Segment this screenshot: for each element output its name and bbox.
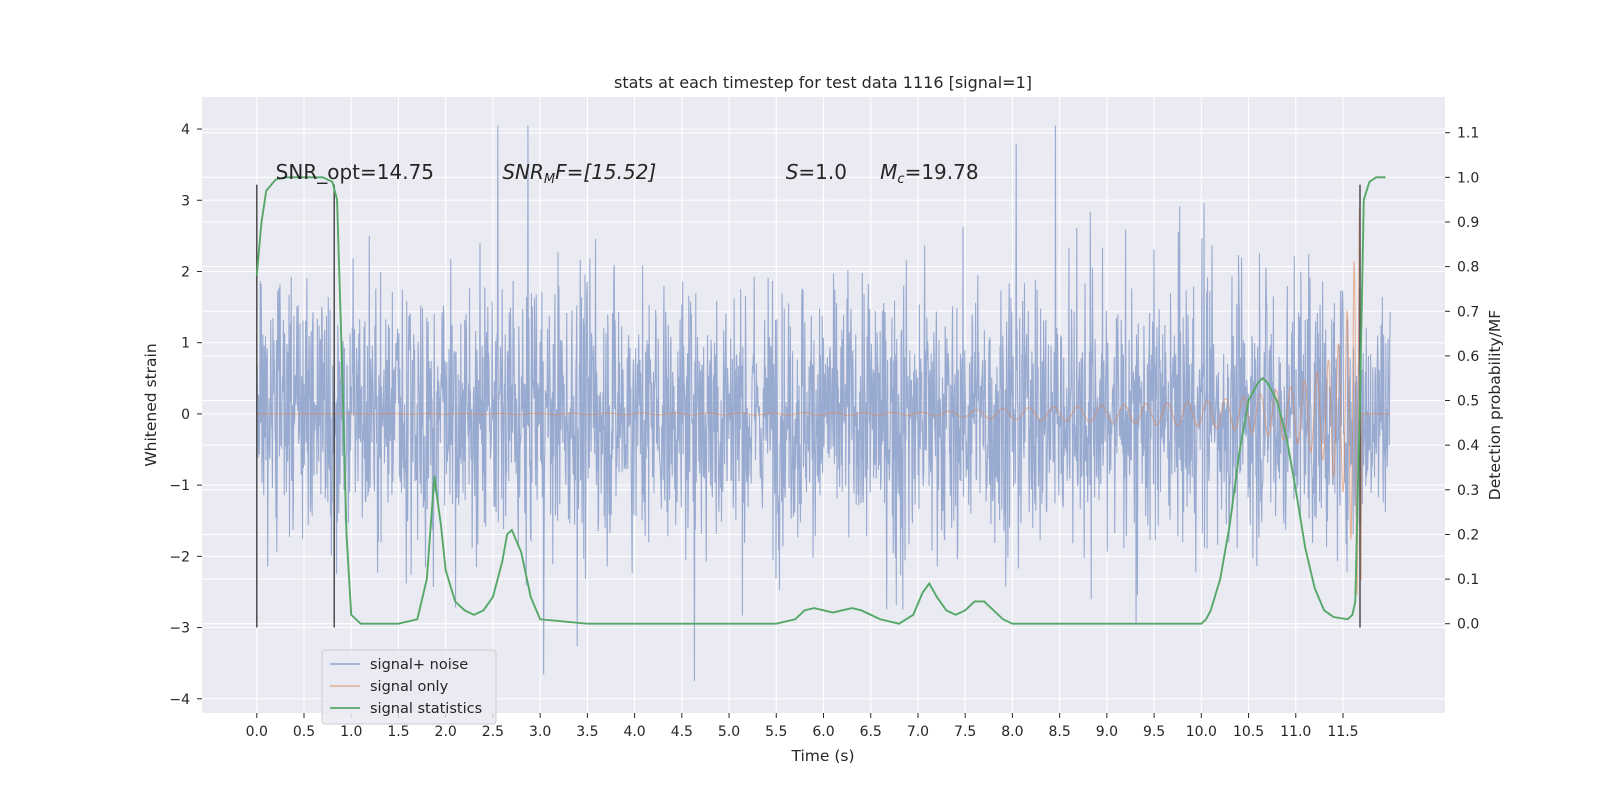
x-tick-label: 9.0 xyxy=(1096,724,1118,740)
x-tick-label: 8.5 xyxy=(1048,724,1070,740)
legend: signal+ noise signal only signal statist… xyxy=(321,649,497,725)
y-tick-label-left: 0 xyxy=(181,407,190,423)
x-tick-label: 10.0 xyxy=(1186,724,1217,740)
y-tick-label-right: 1.0 xyxy=(1457,170,1479,186)
x-tick-label: 10.5 xyxy=(1233,724,1264,740)
x-tick-label: 1.5 xyxy=(387,724,409,740)
legend-box xyxy=(321,649,497,725)
signal-noise-series xyxy=(256,125,1391,682)
y-tick-label-right: 1.1 xyxy=(1457,126,1479,142)
x-tick-label: 11.5 xyxy=(1327,724,1358,740)
annotation-1: SNRMF=[15.52] xyxy=(502,160,656,187)
signal-only-series xyxy=(256,207,1391,596)
legend-label-stats: signal statistics xyxy=(370,701,482,717)
x-tick-label: 0.0 xyxy=(246,724,268,740)
y-tick-label-right: 0.2 xyxy=(1457,527,1479,543)
y-tick-label-left: −2 xyxy=(169,549,190,565)
x-tick-label: 8.0 xyxy=(1001,724,1023,740)
y-tick-label-left: −4 xyxy=(169,692,190,708)
annotation-0: SNR_opt=14.75 xyxy=(276,160,434,184)
y-tick-label-left: 2 xyxy=(181,264,190,280)
y-tick-label-right: 0.7 xyxy=(1457,304,1479,320)
x-tick-label: 0.5 xyxy=(293,724,315,740)
tick-layer: 0.0 0.5 1.0 1.5 2.0 2.5 3.0 3.5 4.0 4.5 5.0 5.5 6.0 6… xyxy=(169,122,1479,740)
y-tick-label-right: 0.8 xyxy=(1457,260,1479,276)
x-tick-label: 9.5 xyxy=(1143,724,1165,740)
signal-statistics-series xyxy=(255,176,1386,625)
annotation-3: Mc=19.78 xyxy=(880,160,978,187)
stats-line xyxy=(255,176,1386,625)
chart-title: stats at each timestep for test data 111… xyxy=(614,73,1032,92)
y-tick-label-right: 0.6 xyxy=(1457,349,1479,365)
x-tick-label: 3.5 xyxy=(576,724,598,740)
signal-line xyxy=(256,207,1391,596)
x-tick-label: 4.5 xyxy=(671,724,693,740)
x-tick-label: 11.0 xyxy=(1280,724,1311,740)
y-tick-label-right: 0.0 xyxy=(1457,617,1479,633)
x-tick-label: 3.0 xyxy=(529,724,551,740)
y-tick-label-right: 0.1 xyxy=(1457,572,1479,588)
y-tick-label-right: 0.9 xyxy=(1457,215,1479,231)
x-tick-label: 5.5 xyxy=(765,724,787,740)
x-tick-label: 5.0 xyxy=(718,724,740,740)
x-axis-label: Time (s) xyxy=(790,747,854,765)
x-tick-label: 7.0 xyxy=(907,724,929,740)
noise-line xyxy=(256,125,1391,682)
legend-label-signal: signal only xyxy=(370,679,449,695)
x-tick-label: 1.0 xyxy=(340,724,362,740)
annotation-2: S=1.0 xyxy=(786,160,847,184)
x-tick-label: 6.0 xyxy=(812,724,834,740)
legend-label-noise: signal+ noise xyxy=(370,657,468,673)
y-tick-label-left: 3 xyxy=(181,193,190,209)
y-tick-label-left: 1 xyxy=(181,336,190,352)
y-tick-label-left: −3 xyxy=(169,621,190,637)
y-tick-label-right: 0.3 xyxy=(1457,483,1479,499)
x-tick-label: 2.0 xyxy=(435,724,457,740)
annotations: SNR_opt=14.75 SNRMF=[15.52] S=1.0 Mc=19.78 xyxy=(276,160,979,187)
y-axis-label-left: Whitened strain xyxy=(142,343,160,466)
y-tick-label-left: −1 xyxy=(169,478,190,494)
x-tick-label: 2.5 xyxy=(482,724,504,740)
y-tick-label-right: 0.5 xyxy=(1457,394,1479,410)
x-tick-label: 7.5 xyxy=(954,724,976,740)
x-tick-label: 6.5 xyxy=(860,724,882,740)
y-tick-label-right: 0.4 xyxy=(1457,438,1479,454)
x-tick-label: 4.0 xyxy=(623,724,645,740)
y-tick-label-left: 4 xyxy=(181,122,190,138)
y-axis-label-right: Detection probability/MF xyxy=(1486,310,1504,501)
